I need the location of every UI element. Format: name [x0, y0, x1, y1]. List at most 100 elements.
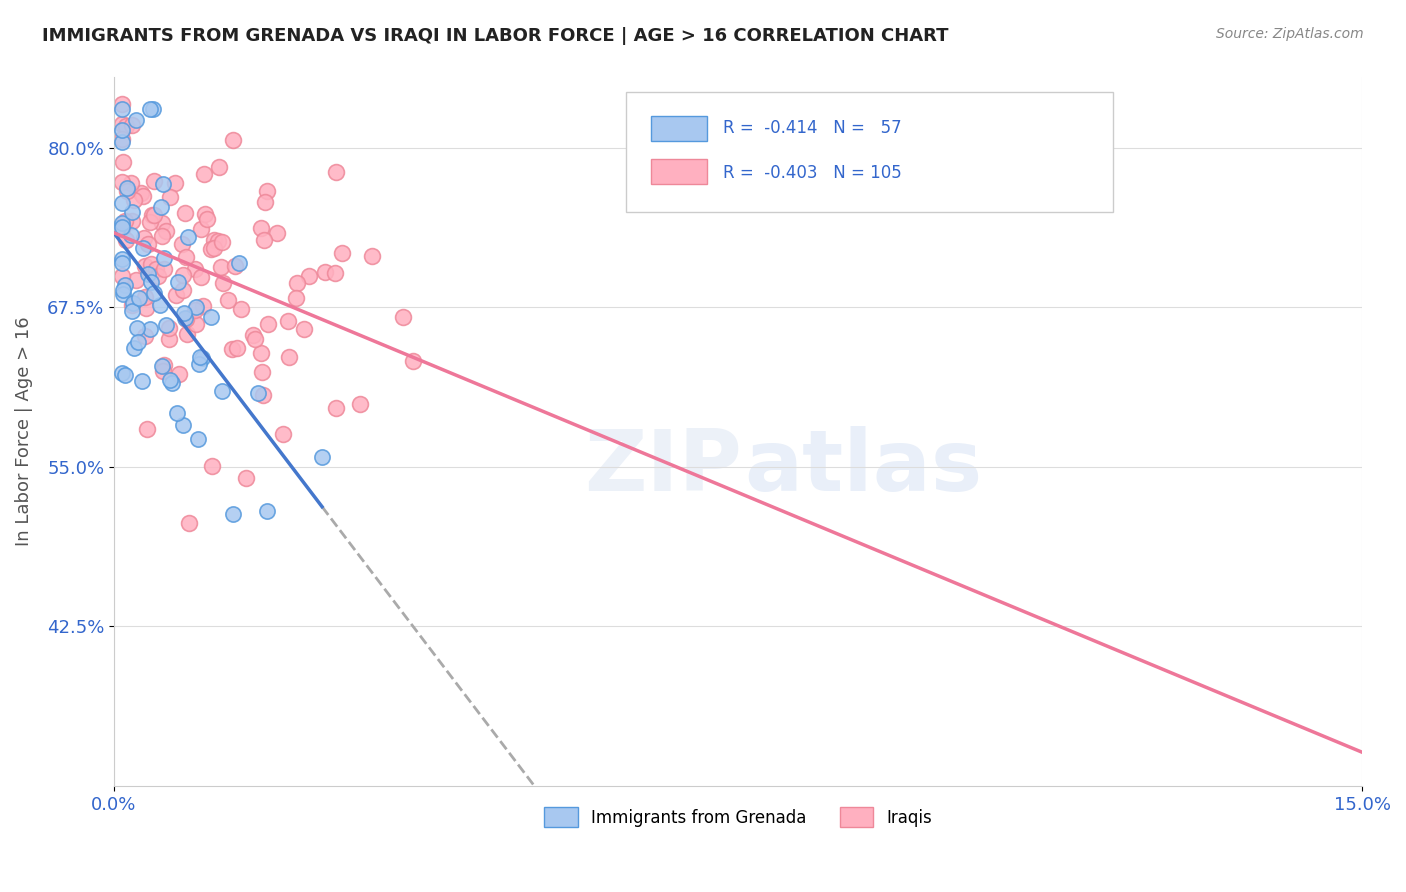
Point	[111, 252, 134, 267]
Point	[172, 283, 194, 297]
Point	[136, 422, 159, 436]
Point	[167, 276, 190, 290]
Point	[124, 272, 146, 286]
Point	[172, 268, 194, 282]
Point	[311, 450, 333, 464]
Point	[121, 298, 143, 312]
Point	[138, 236, 160, 251]
Point	[292, 322, 315, 336]
Point	[165, 176, 187, 190]
Point	[177, 516, 200, 530]
Point	[111, 222, 134, 236]
Point	[197, 211, 219, 226]
Point	[176, 326, 198, 341]
Point	[190, 221, 212, 235]
Point	[165, 288, 187, 302]
Point	[277, 314, 299, 328]
Point	[242, 328, 264, 343]
Point	[194, 207, 217, 221]
Point	[157, 332, 180, 346]
FancyBboxPatch shape	[626, 92, 1112, 212]
Point	[176, 230, 198, 244]
Text: IMMIGRANTS FROM GRENADA VS IRAQI IN LABOR FORCE | AGE > 16 CORRELATION CHART: IMMIGRANTS FROM GRENADA VS IRAQI IN LABO…	[42, 27, 949, 45]
Point	[142, 103, 165, 117]
Point	[111, 216, 134, 230]
Point	[200, 242, 222, 256]
Point	[111, 97, 134, 112]
Point	[174, 311, 197, 326]
Point	[142, 174, 165, 188]
Point	[121, 205, 143, 219]
Point	[150, 228, 173, 243]
Point	[111, 123, 134, 137]
Point	[138, 215, 160, 229]
Point	[114, 368, 136, 383]
Point	[250, 346, 273, 360]
Point	[228, 256, 250, 270]
Point	[402, 353, 425, 368]
Point	[174, 310, 197, 325]
Point	[184, 262, 207, 277]
Point	[134, 329, 156, 343]
Point	[193, 167, 215, 181]
Point	[187, 432, 209, 446]
Point	[174, 250, 197, 264]
Point	[250, 365, 273, 379]
Point	[128, 291, 150, 305]
Point	[111, 136, 134, 150]
Point	[201, 459, 224, 474]
Point	[349, 397, 371, 411]
Point	[111, 220, 134, 235]
Text: atlas: atlas	[744, 425, 983, 508]
Point	[169, 368, 191, 382]
Point	[132, 241, 155, 255]
Point	[217, 293, 239, 308]
Legend: Immigrants from Grenada, Iraqis: Immigrants from Grenada, Iraqis	[537, 800, 939, 834]
Point	[221, 342, 243, 356]
Point	[159, 373, 181, 387]
Point	[146, 269, 169, 284]
Point	[392, 310, 415, 324]
Point	[170, 237, 193, 252]
Point	[191, 351, 214, 366]
Point	[211, 384, 233, 398]
Point	[153, 359, 176, 373]
Point	[200, 310, 222, 324]
Point	[325, 266, 347, 280]
Point	[111, 175, 134, 189]
Bar	[651, 116, 707, 141]
Point	[152, 177, 174, 191]
Point	[243, 332, 266, 346]
Point	[121, 213, 143, 227]
Point	[212, 277, 235, 291]
Point	[134, 260, 156, 274]
Point	[157, 321, 180, 335]
Point	[188, 350, 211, 364]
Point	[208, 160, 231, 174]
Point	[277, 350, 299, 364]
Text: ZIP: ZIP	[585, 425, 742, 508]
Point	[112, 287, 135, 301]
Point	[111, 283, 134, 297]
Point	[155, 318, 177, 333]
Point	[114, 278, 136, 293]
Point	[330, 246, 353, 260]
Point	[226, 341, 249, 355]
Point	[121, 304, 143, 318]
Point	[186, 317, 208, 331]
Point	[134, 290, 156, 304]
Y-axis label: In Labor Force | Age > 16: In Labor Force | Age > 16	[15, 317, 32, 547]
Point	[207, 234, 229, 248]
Point	[202, 233, 225, 247]
Point	[257, 318, 280, 332]
Point	[247, 385, 270, 400]
Point	[122, 193, 145, 207]
Point	[111, 103, 134, 117]
Point	[184, 300, 207, 314]
Point	[139, 257, 162, 271]
Point	[298, 269, 321, 284]
Point	[131, 374, 153, 388]
Point	[121, 118, 143, 132]
Point	[142, 285, 165, 300]
Point	[139, 322, 162, 336]
